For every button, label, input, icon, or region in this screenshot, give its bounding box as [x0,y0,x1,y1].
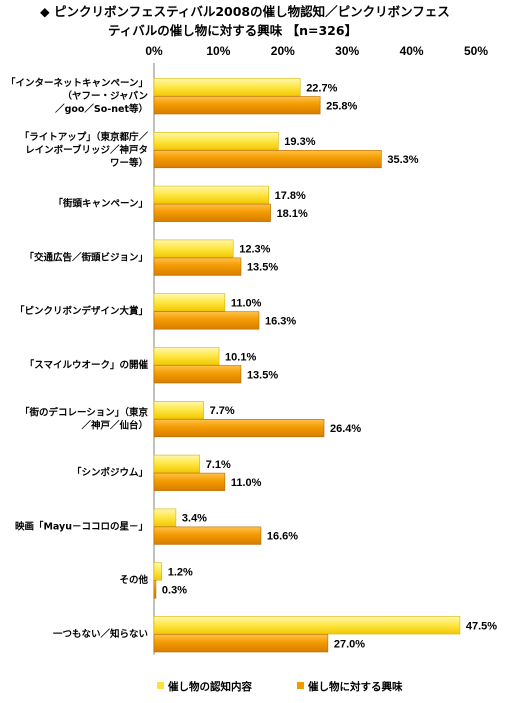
category-label-line: 「ライトアップ」（東京都庁／ [20,131,149,143]
data-label: 3.4% [182,513,207,525]
category-label: 「街頭キャンペーン」 [53,198,148,210]
category-label-line: 「シンポジウム」 [72,467,148,479]
legend-swatch [297,682,304,689]
chart-title: ◆ ピンクリボンフェスティバル2008の催し物認知／ピンクリボンフェスティバルの… [40,4,450,38]
category-label: 「街のデコレーション」（東京／神戸／仙台） [20,406,149,431]
data-label: 27.0% [334,638,365,650]
bar-awareness [153,293,226,312]
bar-interest [153,580,157,599]
data-label: 13.5% [247,369,278,381]
bar-awareness [153,78,301,97]
data-label: 17.8% [275,190,306,202]
x-tick-label: 40% [400,44,424,58]
category-label: 「交通広告／街頭ビジョン」 [24,251,148,263]
bar-interest [153,257,242,276]
data-label: 25.8% [326,100,357,112]
data-label: 13.5% [247,262,278,274]
bars: 22.7% 19.3% 17.8% 12.3% 11.0% 10.1% 7.7% 7.1% 3.… [153,78,497,653]
category-labels: 「インターネットキャンペーン」（ヤフー・ジャパン／goo／So-net等） 「ライ… [6,77,149,640]
category-label-line: レインボーブリッジ／神戸タ [25,144,148,156]
category-label: その他 [119,574,148,586]
bar-interest [153,150,382,169]
category-label-line: ワー等） [110,157,148,169]
x-tick-label: 0% [145,44,163,58]
bar-interest [153,365,242,384]
bar-interest [153,418,325,438]
category-label-line: 「ピンクリボンデザイン大賞」 [15,305,148,317]
data-label: 7.7% [210,405,235,417]
x-tick-label: 30% [335,44,359,58]
category-label-line: 「交通広告／街頭ビジョン」 [24,251,148,263]
category-label: 映画「Mayu－ココロの星－」 [15,520,148,532]
category-label-line: その他 [119,574,148,586]
legend-label: 催し物に対する興味 [308,680,403,693]
category-label-line: （ヤフー・ジャパン [62,90,148,102]
category-label-line: ／神戸／仙台） [81,419,148,431]
bar-interest [153,472,226,491]
data-label: 19.3% [284,136,315,148]
bar-awareness [153,132,279,151]
legend: 催し物の認知内容 催し物に対する興味 [157,680,403,693]
category-label-line: 「街頭キャンペーン」 [53,198,148,210]
category-label: 「ピンクリボンデザイン大賞」 [15,305,148,317]
category-label: 「シンポジウム」 [72,467,148,479]
data-label: 26.4% [330,423,361,435]
legend-label: 催し物の認知内容 [168,680,252,693]
data-label: 7.1% [206,459,231,471]
bar-awareness [153,562,163,581]
data-label: 11.0% [231,297,262,309]
data-label: 47.5% [466,620,497,632]
category-label-line: ／goo／So-net等） [55,103,148,115]
bar-interest [153,203,271,222]
bar-interest [153,526,262,545]
bar-awareness [153,185,269,204]
legend-swatch [157,682,164,689]
bar-awareness [153,454,201,473]
category-label-line: 「街のデコレーション」（東京 [20,406,149,418]
data-label: 35.3% [387,154,418,166]
data-label: 10.1% [225,351,256,363]
category-label-line: 「インターネットキャンペーン」 [6,77,148,89]
data-label: 12.3% [239,244,270,256]
x-tick-label: 50% [464,44,488,58]
data-label: 18.1% [277,208,308,220]
bar-interest [153,634,329,653]
data-label: 0.3% [162,584,187,596]
bar-awareness [153,400,204,420]
data-label: 22.7% [306,82,337,94]
category-label: 一つもない／知らない [53,628,148,640]
category-label-line: 一つもない／知らない [53,628,148,640]
data-label: 16.6% [267,531,298,543]
bar-interest [153,311,260,330]
bar-interest [153,96,321,115]
chart-title-line-2: ティバルの催し物に対する興味 【n=326】 [108,23,357,38]
bar-awareness [153,616,461,635]
category-label-line: 映画「Mayu－ココロの星－」 [15,520,148,532]
category-label-line: 「スマイルウオーク」の開催 [25,359,149,371]
bar-awareness [153,347,220,366]
data-label: 1.2% [168,566,193,578]
data-label: 16.3% [265,315,296,327]
category-label: 「インターネットキャンペーン」（ヤフー・ジャパン／goo／So-net等） [6,77,148,115]
bar-awareness [153,508,177,527]
bar-awareness [153,239,234,258]
x-tick-label: 20% [271,44,295,58]
chart-title-line-1: ◆ ピンクリボンフェスティバル2008の催し物認知／ピンクリボンフェス [40,4,450,19]
category-label: 「スマイルウオーク」の開催 [25,359,149,371]
data-label: 11.0% [231,477,262,489]
x-tick-label: 10% [206,44,230,58]
